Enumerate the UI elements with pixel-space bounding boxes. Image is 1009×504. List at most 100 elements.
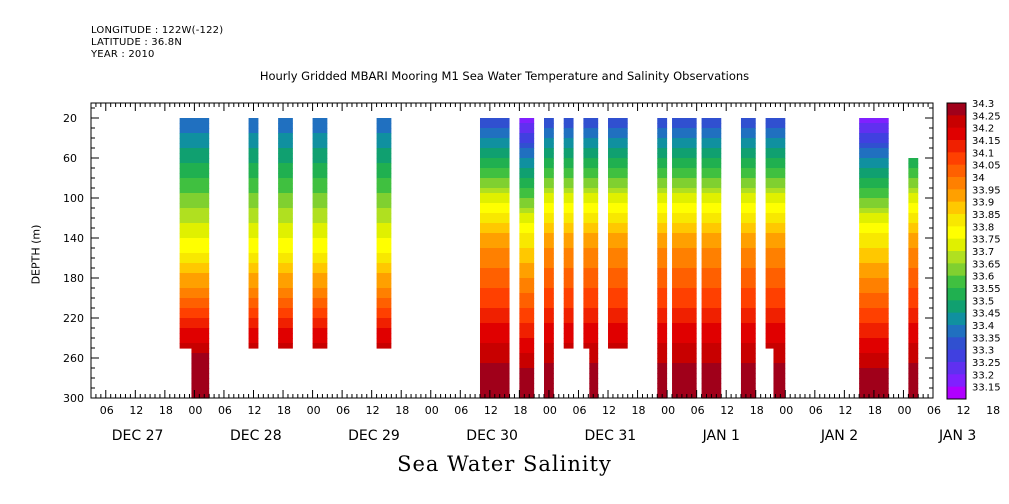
data-cell	[519, 313, 535, 319]
data-cell	[278, 123, 293, 129]
x-day-label: JAN 2	[820, 428, 858, 444]
data-cell	[376, 243, 392, 249]
data-cell	[701, 198, 722, 204]
data-cell	[519, 143, 535, 149]
data-cell	[765, 183, 786, 189]
data-cell	[908, 303, 919, 309]
data-cell	[859, 153, 889, 159]
data-cell	[583, 313, 599, 319]
data-cell	[248, 158, 259, 164]
data-cell	[657, 173, 668, 179]
data-cell	[179, 328, 210, 334]
data-cell	[672, 308, 697, 314]
data-cell	[701, 293, 722, 299]
y-tick-label: 260	[63, 352, 84, 365]
data-cell	[908, 243, 919, 249]
data-cell	[248, 153, 259, 159]
data-cell	[701, 248, 722, 254]
data-cell	[479, 243, 510, 249]
data-cell	[765, 338, 786, 344]
data-cell	[179, 243, 210, 249]
data-cell	[376, 203, 392, 209]
x-day-label: DEC 31	[584, 428, 636, 444]
data-cell	[740, 298, 756, 304]
data-cell	[278, 318, 293, 324]
data-cell	[179, 168, 210, 174]
data-cell	[608, 238, 628, 244]
data-cell	[179, 193, 210, 199]
data-cell	[248, 243, 259, 249]
data-cell	[657, 343, 668, 349]
data-cell	[563, 333, 574, 339]
data-cell	[859, 128, 889, 134]
data-cell	[608, 143, 628, 149]
x-day-label: JAN 3	[938, 428, 976, 444]
data-cell	[376, 138, 392, 144]
data-cell	[701, 388, 722, 394]
data-cell	[608, 168, 628, 174]
data-cell	[740, 393, 756, 399]
data-cell	[544, 138, 554, 144]
x-tick-label: 06	[100, 404, 114, 417]
data-cell	[479, 138, 510, 144]
data-cell	[179, 183, 210, 189]
data-cell	[544, 273, 554, 279]
data-cell	[376, 208, 392, 214]
data-cell	[376, 118, 392, 124]
data-cell	[740, 378, 756, 384]
data-cell	[740, 223, 756, 229]
data-cell	[908, 373, 919, 379]
colorbar-label: 33.4	[972, 321, 994, 332]
data-cell	[908, 198, 919, 204]
data-cell	[563, 153, 574, 159]
data-cell	[479, 158, 510, 164]
data-cell	[672, 288, 697, 294]
data-cell	[908, 283, 919, 289]
data-cell	[312, 203, 328, 209]
data-cell	[701, 378, 722, 384]
data-cell	[701, 338, 722, 344]
data-cell	[544, 258, 554, 264]
data-column	[544, 118, 554, 399]
data-cell	[519, 338, 535, 344]
data-column	[376, 118, 392, 349]
data-cell	[740, 248, 756, 254]
data-cell	[563, 118, 574, 124]
data-cell	[583, 133, 599, 139]
data-cell	[376, 248, 392, 254]
data-cell	[179, 343, 210, 349]
data-cell	[312, 328, 328, 334]
data-cell	[376, 178, 392, 184]
data-cell	[608, 328, 628, 334]
data-cell	[765, 168, 786, 174]
data-cell	[657, 118, 668, 124]
data-cell	[544, 158, 554, 164]
data-cell	[701, 203, 722, 209]
colorbar-label: 34.2	[972, 124, 994, 135]
data-cell	[312, 293, 328, 299]
data-cell	[563, 128, 574, 134]
data-cell	[519, 188, 535, 194]
data-cell	[248, 308, 259, 314]
data-cell	[740, 188, 756, 194]
data-cell	[608, 343, 628, 349]
data-cell	[608, 338, 628, 344]
data-cell	[479, 348, 510, 354]
data-cell	[278, 233, 293, 239]
data-cell	[765, 163, 786, 169]
data-cell	[608, 223, 628, 229]
data-cell	[608, 138, 628, 144]
data-cell	[583, 228, 599, 234]
colorbar-cell	[947, 177, 966, 190]
data-cell	[519, 378, 535, 384]
data-cell	[608, 263, 628, 269]
data-cell	[312, 123, 328, 129]
data-cell	[312, 183, 328, 189]
data-cell	[859, 158, 889, 164]
data-cell	[740, 218, 756, 224]
data-cell	[765, 143, 786, 149]
data-cell	[376, 218, 392, 224]
data-cell	[672, 203, 697, 209]
data-cell	[657, 208, 668, 214]
data-cell	[672, 153, 697, 159]
